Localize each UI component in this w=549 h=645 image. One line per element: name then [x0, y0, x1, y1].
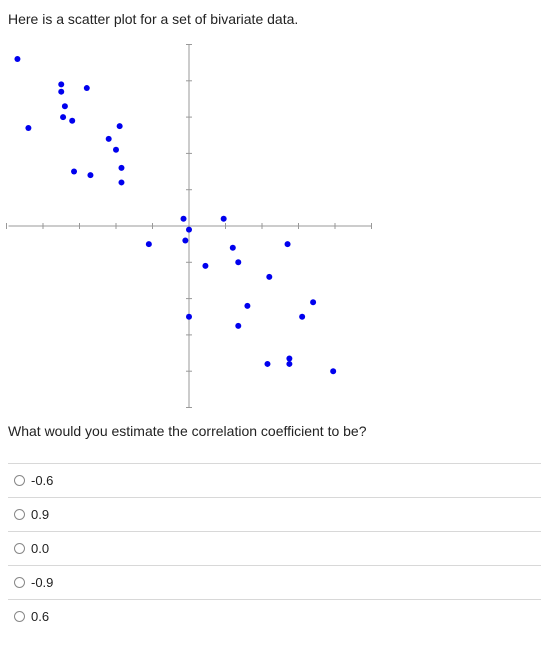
- data-point: [286, 360, 293, 367]
- option-5[interactable]: 0.6: [8, 599, 541, 633]
- data-point: [266, 273, 273, 280]
- data-point: [330, 368, 337, 375]
- data-point: [264, 360, 271, 367]
- radio-button[interactable]: [14, 577, 25, 588]
- data-point: [25, 124, 32, 131]
- radio-button[interactable]: [14, 475, 25, 486]
- option-2[interactable]: 0.9: [8, 497, 541, 531]
- option-label: -0.9: [31, 575, 54, 590]
- option-label: 0.6: [31, 609, 50, 624]
- data-point: [83, 85, 90, 92]
- answer-options: -0.6 0.9 0.0 -0.9 0.6: [8, 463, 541, 633]
- data-point: [235, 322, 242, 329]
- data-point: [71, 168, 78, 175]
- data-point: [58, 81, 65, 88]
- data-point: [229, 244, 236, 251]
- data-point: [145, 241, 152, 248]
- data-point: [113, 146, 119, 153]
- option-4[interactable]: -0.9: [8, 565, 541, 599]
- option-label: -0.6: [31, 473, 54, 488]
- option-1[interactable]: -0.6: [8, 463, 541, 497]
- prompt-text: Here is a scatter plot for a set of biva…: [8, 11, 299, 27]
- data-point: [69, 117, 76, 124]
- data-point: [118, 179, 125, 186]
- data-point: [105, 135, 112, 142]
- data-point: [186, 226, 192, 233]
- data-point: [220, 215, 227, 222]
- data-point: [60, 114, 67, 121]
- data-point: [310, 299, 317, 306]
- data-point: [116, 123, 123, 130]
- radio-button[interactable]: [14, 611, 25, 622]
- radio-button[interactable]: [14, 509, 25, 520]
- data-point: [61, 103, 68, 110]
- data-point: [14, 56, 21, 63]
- scatter-plot: [6, 44, 372, 408]
- data-point: [186, 313, 192, 320]
- data-point: [235, 259, 242, 266]
- option-label: 0.9: [31, 507, 50, 522]
- data-point: [286, 355, 293, 362]
- data-point: [180, 215, 187, 222]
- question-text: What would you estimate the correlation …: [8, 423, 367, 439]
- data-point: [244, 302, 251, 309]
- data-point: [182, 237, 189, 244]
- data-point: [299, 313, 306, 320]
- data-point: [118, 164, 125, 171]
- data-point: [202, 262, 209, 269]
- option-label: 0.0: [31, 541, 50, 556]
- radio-button[interactable]: [14, 543, 25, 554]
- option-3[interactable]: 0.0: [8, 531, 541, 565]
- data-point: [58, 88, 65, 95]
- data-point: [87, 172, 94, 179]
- data-point: [284, 241, 291, 248]
